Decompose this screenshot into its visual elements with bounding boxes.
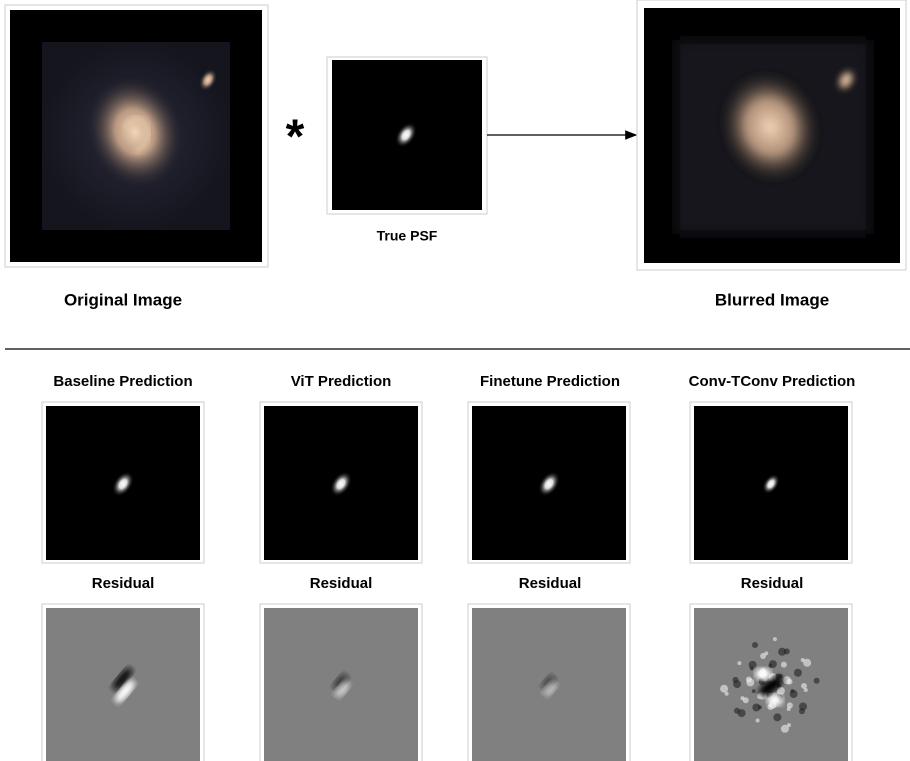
residual-speck — [733, 680, 741, 688]
residual-speck — [801, 683, 807, 689]
prediction-title: Finetune Prediction — [480, 373, 620, 390]
residual-speck — [758, 705, 762, 709]
psf-label: True PSF — [377, 228, 438, 244]
residual-label: Residual — [741, 575, 804, 592]
residual-label: Residual — [92, 575, 155, 592]
residual-speck — [737, 661, 741, 665]
residual-label: Residual — [310, 575, 373, 592]
residual-image — [690, 604, 852, 761]
residual-speck — [781, 662, 787, 668]
residual-speck — [750, 666, 754, 670]
residual-speck — [777, 687, 785, 695]
prediction-image — [260, 402, 422, 563]
residual-speck — [794, 669, 802, 677]
residual-speck — [790, 689, 794, 693]
residual-speck — [760, 653, 766, 659]
prediction-title: Baseline Prediction — [53, 373, 192, 390]
residual-speck — [773, 637, 777, 641]
blurred-image — [637, 0, 906, 270]
residual-speck — [738, 709, 746, 717]
residual-label: Residual — [519, 575, 582, 592]
prediction-image — [42, 402, 204, 563]
residual-image — [260, 604, 422, 761]
figure: * True PSF Original Image Blurred Image … — [0, 0, 910, 761]
residual-speck — [778, 648, 786, 656]
residual-speck — [752, 689, 756, 693]
residual-speck — [725, 692, 729, 696]
residual-speck — [799, 702, 807, 710]
prediction-title: Conv-TConv Prediction — [689, 373, 856, 390]
residual-light — [755, 668, 771, 680]
prediction-image — [690, 402, 852, 563]
residual-speck — [801, 658, 805, 662]
residual-speck — [752, 642, 758, 648]
prediction-title: ViT Prediction — [291, 373, 392, 390]
true-psf — [327, 57, 487, 214]
original-label: Original Image — [64, 290, 182, 309]
residual-speck — [743, 697, 749, 703]
residual-image — [42, 604, 204, 761]
residual-speck — [787, 702, 793, 708]
residual-light — [767, 694, 783, 706]
residual-speck — [783, 676, 791, 684]
residual-speck — [746, 678, 754, 686]
original-image — [5, 5, 268, 267]
residual-image — [468, 604, 630, 761]
residual-speck — [814, 678, 820, 684]
residual-speck — [773, 713, 781, 721]
residual-speck — [720, 685, 728, 693]
convolution-operator: * — [286, 111, 305, 164]
residual-speck — [787, 723, 791, 727]
prediction-image — [468, 402, 630, 563]
blurred-label: Blurred Image — [715, 290, 829, 309]
predictions: Baseline Prediction Residual ViT Predictio… — [42, 373, 855, 761]
residual-speck — [756, 718, 760, 722]
residual-speck — [768, 664, 772, 668]
